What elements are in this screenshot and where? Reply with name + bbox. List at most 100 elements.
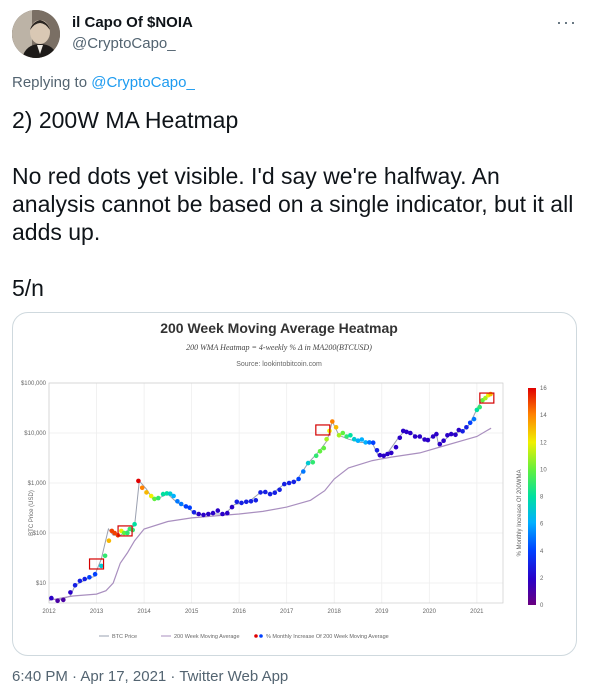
tweet-timestamp: 6:40 PM · Apr 17, 2021 · Twitter Web App: [12, 668, 288, 685]
heatmap-dot: [253, 498, 259, 503]
heatmap-dot: [477, 404, 483, 410]
highlight-box: [315, 424, 331, 436]
colorbar-ticks: 0 2 4 6 8 10 12 14 16: [540, 386, 547, 609]
colorbar: [528, 388, 536, 605]
chart-lines: [48, 393, 492, 601]
heatmap-dot: [359, 437, 365, 442]
chart-subtitle: 200 WMA Heatmap = 4-weekly % Δ in MA200(…: [186, 343, 372, 352]
x-tick-label: 2021: [470, 609, 484, 615]
heatmap-dot: [393, 444, 399, 450]
heatmap-dot: [471, 416, 477, 422]
heatmap-dot: [175, 499, 180, 504]
heatmap-dot: [456, 427, 462, 433]
heatmap-dot: [210, 510, 216, 516]
legend-ma-label: 200 Week Moving Average: [174, 634, 240, 640]
heatmap-dot: [263, 489, 268, 495]
heatmap-dot: [196, 511, 201, 517]
source-link[interactable]: Twitter Web App: [179, 668, 289, 685]
heatmap-dot: [167, 491, 173, 496]
heatmap-dot: [374, 448, 380, 453]
heatmap-dot: [351, 436, 357, 442]
heatmap-dot: [381, 453, 387, 459]
heatmap-dot: [474, 407, 480, 413]
chart-axes: 2012 2013 2014 2015 2016 2017 2018 2019 2020 2021…: [21, 381, 504, 615]
heatmap-dot: [277, 487, 282, 493]
heatmap-dot: [87, 575, 92, 580]
heatmap-dot: [291, 479, 297, 485]
highlight-box: [479, 392, 495, 404]
heatmap-dot: [313, 453, 319, 459]
reply-handle-link[interactable]: @CryptoCapo_: [91, 74, 195, 91]
heatmap-dot: [483, 395, 488, 401]
heatmap-dot: [164, 491, 170, 496]
heatmap-dot: [336, 433, 342, 438]
heatmap-dot: [68, 590, 73, 595]
colorbar-tick-label: 16: [540, 386, 547, 392]
heatmap-dot: [286, 480, 292, 486]
heatmap-dot: [99, 563, 104, 569]
heatmap-dot: [121, 530, 127, 536]
heatmap-dot: [215, 508, 221, 513]
heatmap-dot: [330, 419, 335, 424]
author-handle[interactable]: @CryptoCapo_: [72, 35, 176, 52]
heatmap-dot: [417, 434, 423, 439]
x-tick-label: 2017: [280, 609, 294, 615]
ma-200w-line: [48, 427, 492, 601]
heatmap-dot: [301, 469, 306, 474]
heatmap-dot: [229, 504, 235, 510]
source-separator: ·: [166, 668, 180, 685]
colorbar-tick-label: 12: [540, 440, 547, 446]
heatmap-dot: [132, 521, 137, 527]
heatmap-dot: [234, 499, 240, 505]
reply-prefix: Replying to: [12, 74, 92, 91]
x-tick-label: 2014: [137, 609, 151, 615]
heatmap-dot: [310, 460, 316, 465]
tweet-media-card[interactable]: 200 Week Moving Average Heatmap 200 WMA …: [12, 312, 577, 656]
chart-highlight-boxes: [88, 392, 495, 570]
heatmap-dot: [296, 476, 301, 482]
chart-source: Source: lookintobitcoin.com: [236, 361, 322, 368]
heatmap-dot: [244, 499, 249, 505]
heatmap-dot: [55, 598, 60, 604]
colorbar-label: % Monthly Increase Of 200WMA: [517, 469, 523, 556]
heatmap-dot: [282, 481, 287, 487]
x-tick-label: 2015: [185, 609, 199, 615]
heatmap-dot: [377, 452, 383, 458]
heatmap-dot: [206, 511, 211, 517]
chart-dots: [49, 391, 493, 604]
heatmap-dot: [136, 478, 141, 484]
heatmap-dot: [171, 493, 176, 499]
heatmap-dot: [139, 485, 145, 491]
heatmap-dot: [408, 430, 413, 436]
avatar[interactable]: [12, 10, 60, 58]
heatmap-dot: [178, 501, 184, 507]
heatmap-dot: [102, 553, 108, 559]
heatmap-dot: [430, 434, 436, 439]
author-name[interactable]: il Capo Of $NOIA: [72, 14, 193, 31]
more-options-icon[interactable]: ···: [556, 12, 577, 32]
heatmap-dot: [324, 436, 329, 442]
y-axis-label: BTC Price (USD): [29, 490, 35, 536]
heatmap-dot: [191, 510, 197, 515]
heatmap-dot: [160, 491, 166, 497]
colorbar-tick-label: 8: [540, 495, 544, 501]
x-tick-label: 2019: [375, 609, 389, 615]
heatmap-dot: [144, 490, 149, 495]
heatmap-dot: [77, 578, 83, 584]
heatmap-dot: [370, 440, 376, 445]
colorbar-tick-label: 2: [540, 576, 544, 582]
chart-title: 200 Week Moving Average Heatmap: [160, 320, 398, 336]
heatmap-dot: [187, 505, 192, 510]
tweet-header: il Capo Of $NOIA @CryptoCapo_ ···: [12, 10, 577, 58]
x-tick-label: 2016: [232, 609, 246, 615]
colorbar-tick-label: 10: [540, 467, 547, 473]
chart-legend: BTC Price 200 Week Moving Average % Monthl…: [99, 634, 389, 640]
y-tick-label: $1,000: [28, 481, 47, 487]
heatmap-dot: [333, 425, 339, 430]
heatmap-dot: [201, 512, 206, 518]
timestamp-link[interactable]: 6:40 PM · Apr 17, 2021: [12, 668, 167, 685]
colorbar-tick-label: 4: [540, 549, 544, 555]
heatmap-dot: [453, 432, 458, 438]
heatmap-dot: [49, 595, 54, 601]
btc-price-line: [48, 393, 491, 601]
